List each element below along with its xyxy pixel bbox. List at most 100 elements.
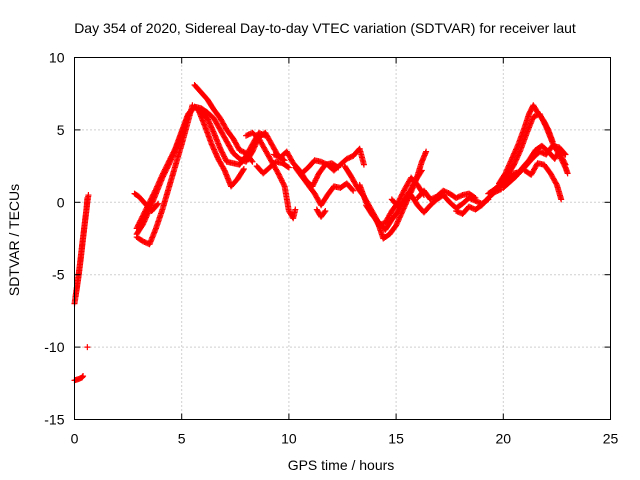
data-point [292, 206, 299, 213]
data-point [167, 156, 174, 163]
data-point [159, 171, 166, 178]
data-track [133, 103, 269, 238]
plot-frame [74, 57, 611, 420]
data-point [138, 214, 145, 221]
data-point [313, 174, 320, 181]
data-point [314, 172, 321, 179]
data-point [170, 149, 177, 156]
data-track [496, 102, 556, 187]
data-point [249, 158, 256, 165]
data-point [277, 174, 284, 181]
data-track [313, 206, 329, 220]
y-tick-label: -15 [44, 412, 64, 428]
x-tick-label: 5 [178, 431, 186, 447]
data-point [220, 152, 227, 159]
data-point [142, 207, 149, 214]
data-point [84, 344, 91, 351]
x-axis-label: GPS time / hours [288, 457, 395, 473]
data-point [279, 178, 286, 185]
x-tick-label: 10 [281, 431, 297, 447]
data-point [163, 163, 170, 170]
data-track [84, 344, 91, 351]
data-point [397, 194, 404, 201]
data-track [298, 145, 367, 177]
y-tick-label: 5 [57, 122, 65, 138]
data-point [166, 157, 173, 164]
data-point [155, 200, 162, 207]
data-point [161, 167, 168, 174]
data-point [169, 152, 176, 159]
data-point [397, 195, 404, 202]
data-point [164, 161, 171, 168]
y-tick-label: 10 [49, 50, 65, 66]
data-point [140, 211, 147, 218]
data-point [138, 216, 145, 223]
data-point [350, 187, 357, 194]
chart-title: Day 354 of 2020, Sidereal Day-to-day VTE… [74, 20, 576, 36]
data-points [71, 82, 571, 384]
data-point [140, 212, 147, 219]
data-point [564, 170, 571, 177]
data-point [220, 166, 227, 173]
data-point [549, 138, 556, 145]
data-point [310, 180, 317, 187]
data-point [562, 151, 569, 158]
data-point [162, 165, 169, 172]
x-tick-labels: 0 5 10 15 20 25 [71, 431, 619, 447]
data-track [191, 82, 256, 165]
data-point [171, 147, 178, 154]
data-track [195, 108, 247, 190]
data-point [143, 205, 150, 212]
y-tick-labels: -15 -10 -5 0 5 10 [44, 50, 64, 428]
x-tick-label: 15 [388, 431, 404, 447]
data-point [221, 154, 228, 161]
data-point [322, 207, 329, 214]
data-point [562, 161, 569, 168]
data-point [248, 157, 255, 164]
data-point [399, 190, 406, 197]
data-point [141, 209, 148, 216]
data-point [160, 169, 167, 176]
data-point [559, 155, 566, 162]
data-point [145, 201, 152, 208]
x-tick-label: 25 [603, 431, 619, 447]
y-tick-label: -5 [52, 267, 65, 283]
data-point [312, 176, 319, 183]
data-point [418, 167, 425, 174]
data-point [167, 154, 174, 161]
y-axis-label: SDTVAR / TECUs [6, 184, 22, 296]
data-point [146, 199, 153, 206]
data-point [144, 203, 151, 210]
data-point [240, 167, 247, 174]
data-point [276, 172, 283, 179]
data-point [558, 196, 565, 203]
data-point [321, 209, 328, 216]
data-track [71, 373, 87, 384]
data-point [143, 204, 150, 211]
data-point [280, 182, 287, 189]
data-point [556, 148, 563, 155]
data-point [423, 148, 430, 155]
data-point [219, 149, 226, 156]
data-point [170, 148, 177, 155]
data-point [399, 191, 406, 198]
data-point [312, 178, 319, 185]
data-point [275, 171, 282, 178]
data-point [150, 191, 157, 198]
data-point [169, 150, 176, 157]
grid-lines [74, 57, 611, 420]
data-point [137, 217, 144, 224]
data-point [147, 196, 154, 203]
data-point [142, 208, 149, 215]
data-point [217, 145, 224, 152]
data-point [360, 161, 367, 168]
data-track [500, 142, 569, 191]
data-point [556, 149, 563, 156]
data-point [161, 166, 168, 173]
data-track [521, 160, 565, 203]
data-track [243, 129, 299, 222]
data-point [313, 175, 320, 182]
data-track [414, 187, 479, 203]
data-point [279, 179, 286, 186]
